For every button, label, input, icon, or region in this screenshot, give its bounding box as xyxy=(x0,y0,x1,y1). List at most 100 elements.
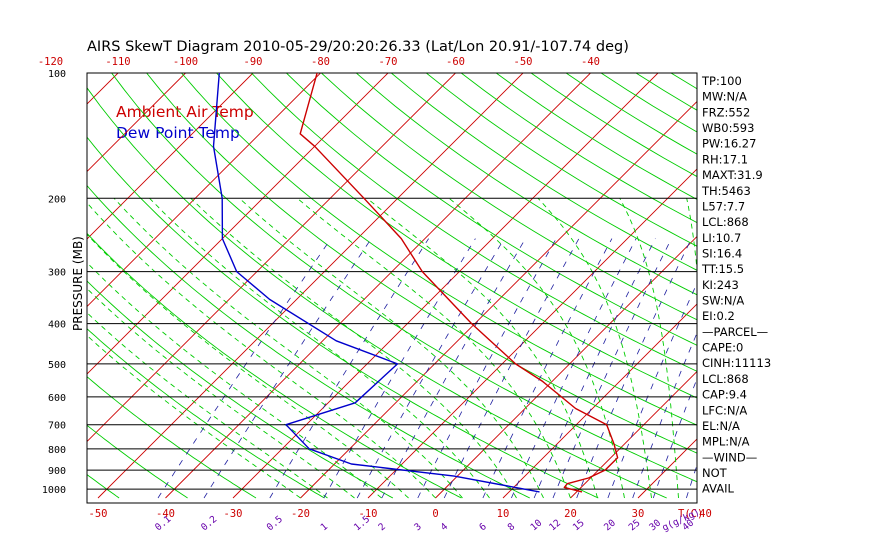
mixing-ratio-label: 4 xyxy=(439,521,451,533)
mixing-ratio-label: 12 xyxy=(547,518,563,534)
moist-adiabat-line xyxy=(239,197,544,499)
top-temp-tick-label: -50 xyxy=(514,56,533,68)
mixing-ratio-label: 6 xyxy=(477,521,489,533)
mixing-ratio-line xyxy=(356,238,505,499)
index-entry: SI:16.4 xyxy=(702,246,742,260)
index-entry: L57:7.7 xyxy=(702,199,745,213)
dry-adiabat-line xyxy=(741,73,870,498)
plot-frame xyxy=(86,72,698,504)
index-entry: NOT xyxy=(702,466,728,480)
y-axis-label: PRESSURE (MB) xyxy=(71,236,85,331)
moist-adiabat-line xyxy=(87,233,409,499)
isotherm-line xyxy=(165,73,591,499)
dry-adiabat-line xyxy=(670,73,697,90)
bottom-temp-tick-label: -50 xyxy=(89,508,108,520)
bottom-temp-tick-label: -20 xyxy=(291,508,310,520)
index-entry: WB0:593 xyxy=(702,121,754,135)
moist-adiabat-line xyxy=(366,197,598,499)
dry-adiabat-line xyxy=(181,73,697,426)
mixing-ratio-line xyxy=(381,238,526,499)
dry-adiabat-line xyxy=(111,73,697,483)
dry-adiabat-line xyxy=(87,473,120,499)
mixing-ratio-label: 20 xyxy=(602,517,618,533)
isotherm-line xyxy=(0,73,51,498)
dry-adiabat-line xyxy=(87,136,599,499)
dry-adiabat-line xyxy=(87,328,325,499)
mixing-ratio-line xyxy=(157,238,332,499)
moist-adiabat-line xyxy=(190,197,517,499)
isotherm-line xyxy=(87,73,389,375)
dry-adiabat-line xyxy=(87,87,667,499)
moist-adiabat-line xyxy=(87,334,301,499)
dry-adiabat-line xyxy=(356,73,697,296)
isotherm-line xyxy=(841,73,870,498)
index-entry: LCL:868 xyxy=(702,215,749,229)
index-entry: CINH:11113 xyxy=(702,356,771,370)
dry-adiabat-line xyxy=(811,73,870,498)
pressure-tick-label: 900 xyxy=(48,466,66,477)
pressure-tick-label: 400 xyxy=(48,320,66,331)
bottom-temp-tick-label: 0 xyxy=(432,508,438,520)
index-entry: LCL:868 xyxy=(702,372,749,386)
isotherm-line xyxy=(97,73,524,499)
bottom-temp-tick-label: 40 xyxy=(699,508,712,520)
pressure-tick-label: 600 xyxy=(48,393,66,404)
index-entry: TT:15.5 xyxy=(701,262,744,276)
index-entry: PW:16.27 xyxy=(702,137,756,151)
mixing-ratio-label: 2 xyxy=(376,521,387,533)
mixing-ratio-line xyxy=(576,238,692,499)
index-entry: EI:0.2 xyxy=(702,309,735,323)
dry-adiabat-line xyxy=(530,73,697,178)
index-entry: EL:N/A xyxy=(702,419,740,433)
mixing-ratio-label: 0.5 xyxy=(265,514,285,533)
isotherm-line xyxy=(87,73,456,443)
mixing-ratio-line xyxy=(443,238,580,499)
isotherm-line xyxy=(87,73,119,105)
legend-dew-point-temp: Dew Point Temp xyxy=(116,124,240,142)
index-entry: TP:100 xyxy=(701,74,742,88)
dry-adiabat-line xyxy=(776,73,870,498)
index-entry: LI:10.7 xyxy=(702,231,741,245)
x-axis-label: T(C) xyxy=(678,508,703,520)
index-entry: CAPE:0 xyxy=(702,341,743,355)
top-temp-tick-label: -100 xyxy=(173,56,198,68)
top-temp-tick-label: -90 xyxy=(244,56,263,68)
mixing-ratio-line xyxy=(511,238,637,499)
mixing-ratio-line xyxy=(607,282,697,499)
top-temp-tick-label: -120 xyxy=(38,56,63,68)
pressure-tick-label: 700 xyxy=(48,421,66,432)
mixing-ratio-line xyxy=(482,238,613,499)
index-entry: MPL:N/A xyxy=(702,435,750,449)
isotherm-line xyxy=(232,73,659,499)
isotherm-line xyxy=(300,100,697,499)
mixing-ratio-label: 3 xyxy=(412,521,423,533)
index-entry: —WIND— xyxy=(702,450,757,464)
dry-adiabat-line xyxy=(391,73,697,271)
pressure-tick-label: 500 xyxy=(48,360,66,371)
grid-lines xyxy=(0,73,870,499)
mixing-ratio-line xyxy=(533,238,656,499)
moist-adiabat-line xyxy=(297,197,571,499)
mixing-ratio-label: 1 xyxy=(319,521,331,533)
dry-adiabat-line xyxy=(87,184,530,499)
dry-adiabat-line xyxy=(87,424,188,499)
dry-adiabat-line xyxy=(216,73,697,399)
index-entry: KI:243 xyxy=(702,278,739,292)
index-entry: —PARCEL— xyxy=(702,325,768,339)
bottom-temp-tick-label: 10 xyxy=(497,508,510,520)
index-entry: TH:5463 xyxy=(701,184,751,198)
mixing-ratio-label: 8 xyxy=(506,521,518,533)
moist-adiabat-line xyxy=(448,197,625,499)
moist-adiabat-line xyxy=(113,197,463,499)
index-entry: SW:N/A xyxy=(702,294,744,308)
bottom-temp-tick-label: 30 xyxy=(632,508,645,520)
mixing-ratio-label: 10 xyxy=(528,517,544,533)
bottom-temp-tick-label: -40 xyxy=(156,508,175,520)
dry-adiabat-line xyxy=(87,232,462,499)
moist-adiabat-line xyxy=(87,261,382,499)
dry-adiabat-line xyxy=(495,73,697,200)
sounding-profiles xyxy=(212,72,619,493)
moist-adiabat-line xyxy=(537,197,652,499)
